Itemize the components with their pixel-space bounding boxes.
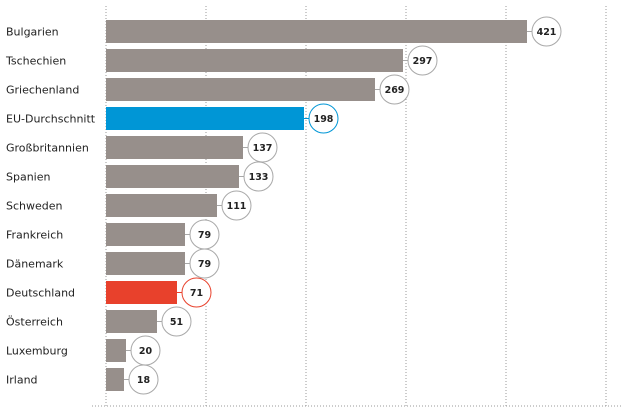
bar xyxy=(106,252,185,275)
value-circle xyxy=(379,74,410,105)
bar xyxy=(106,136,243,159)
bars xyxy=(106,20,527,391)
category-label: Bulgarien xyxy=(6,26,59,39)
value-label: 137 xyxy=(253,143,273,154)
value-label: 18 xyxy=(137,375,151,386)
category-label: Frankreich xyxy=(6,229,63,242)
value-label: 51 xyxy=(170,317,183,328)
value-label: 269 xyxy=(385,85,405,96)
bar xyxy=(106,20,527,43)
value-circle xyxy=(189,248,220,279)
bar xyxy=(106,223,185,246)
bar xyxy=(106,165,239,188)
bar xyxy=(106,107,304,130)
bar xyxy=(106,310,157,333)
bar xyxy=(106,194,217,217)
value-label: 133 xyxy=(249,172,269,183)
value-label: 421 xyxy=(537,27,557,38)
category-label: Schweden xyxy=(6,200,63,213)
bar xyxy=(106,339,126,362)
value-label: 198 xyxy=(314,114,334,125)
bar xyxy=(106,78,375,101)
category-label: Österreich xyxy=(6,316,63,329)
value-label: 20 xyxy=(139,346,153,357)
value-circle xyxy=(161,306,192,337)
value-circle xyxy=(531,16,562,47)
value-circle xyxy=(243,161,274,192)
value-label: 79 xyxy=(198,259,211,270)
value-label: 297 xyxy=(413,56,433,67)
category-label: Deutschland xyxy=(6,287,75,300)
category-label: Dänemark xyxy=(6,258,64,271)
value-circle xyxy=(308,103,339,134)
value-circle xyxy=(181,277,212,308)
category-label: Luxemburg xyxy=(6,345,68,358)
value-labels: 421 297 269 198 137 133 111 79 79 71 51 20 18 xyxy=(124,16,562,395)
category-label: EU-Durchschnitt xyxy=(6,113,96,126)
value-label: 111 xyxy=(227,201,247,212)
grid-lines xyxy=(92,6,622,407)
category-labels: Bulgarien Tschechien Griechenland EU-Durchs… xyxy=(5,26,96,387)
bar xyxy=(106,49,403,72)
value-circle xyxy=(221,190,252,221)
category-label: Spanien xyxy=(6,171,51,184)
value-circle xyxy=(247,132,278,163)
category-label: Griechenland xyxy=(6,84,79,97)
value-circle xyxy=(128,364,159,395)
category-label: Großbritannien xyxy=(6,142,89,155)
value-label: 79 xyxy=(198,230,211,241)
bar xyxy=(106,281,177,304)
category-label: Irland xyxy=(6,374,38,387)
value-label: 71 xyxy=(190,288,203,299)
category-label: Tschechien xyxy=(5,55,66,68)
value-circle xyxy=(407,45,438,76)
bar xyxy=(106,368,124,391)
